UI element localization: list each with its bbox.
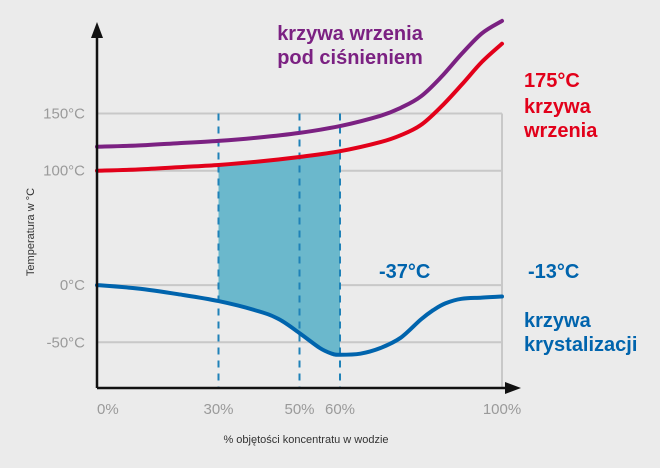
pressure-boiling-curve bbox=[95, 18, 504, 149]
x-tick-label: 60% bbox=[325, 401, 355, 418]
boiling-temp-label: 175°C bbox=[524, 70, 580, 92]
series-lines bbox=[95, 18, 504, 357]
x-axis-title: % objętości koncentratu w wodzie bbox=[223, 434, 388, 446]
y-tick-label: 150°C bbox=[43, 106, 85, 123]
y-tick-label: 0°C bbox=[60, 277, 85, 294]
boiling-curve bbox=[95, 41, 504, 173]
boiling-curve-label-line2: wrzenia bbox=[523, 120, 598, 142]
x-tick-label: 30% bbox=[203, 401, 233, 418]
y-axis-arrow-icon bbox=[91, 22, 103, 38]
pressure-curve-label-line2: pod ciśnieniem bbox=[277, 47, 423, 69]
boiling-curve-label-line1: krzywa bbox=[524, 96, 592, 118]
y-tick-label: 100°C bbox=[43, 163, 85, 180]
eutectic-temp-label: -37°C bbox=[379, 261, 430, 283]
x-tick-label: 0% bbox=[97, 401, 119, 418]
pressure-curve-label-line1: krzywa wrzenia bbox=[277, 23, 424, 45]
tick-labels: 150°C 100°C 0°C -50°C 0% 30% 50% 60% 100% bbox=[43, 106, 521, 419]
y-tick-label: -50°C bbox=[46, 334, 85, 351]
crystallization-curve bbox=[95, 283, 504, 357]
shaded-region bbox=[218, 151, 340, 355]
crystallization-curve-label-line2: krystalizacji bbox=[524, 334, 637, 356]
crystallization-temp-label: -13°C bbox=[528, 261, 579, 283]
x-tick-label: 50% bbox=[284, 401, 314, 418]
shaded-area bbox=[218, 151, 340, 355]
axes bbox=[91, 22, 521, 394]
y-axis-title: Temperatura w °C bbox=[25, 188, 37, 276]
crystallization-curve-label-line1: krzywa bbox=[524, 310, 592, 332]
vertical-markers bbox=[217, 113, 341, 388]
x-tick-label: 100% bbox=[483, 401, 521, 418]
x-axis-arrow-icon bbox=[505, 382, 521, 394]
